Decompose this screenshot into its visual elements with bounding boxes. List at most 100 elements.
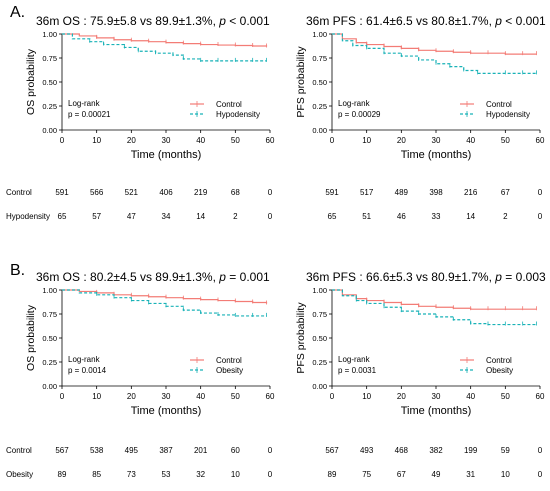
x-tick-label: 30 [162, 392, 171, 401]
y-tick-label: 0.50 [312, 78, 327, 87]
y-tick-label: 0.50 [42, 78, 57, 87]
x-tick-label: 30 [432, 136, 441, 145]
risk-cell: 398 [429, 188, 443, 197]
legend-label: Control [486, 100, 512, 109]
chart-title: 36m PFS : 61.4±6.5 vs 80.8±1.7%, p < 0.0… [306, 14, 546, 28]
x-tick-label: 40 [196, 392, 205, 401]
risk-cell: 89 [57, 470, 67, 479]
x-tick-label: 60 [266, 392, 275, 401]
risk-cell: 73 [126, 470, 136, 479]
x-tick-label: 50 [501, 392, 510, 401]
risk-table-b-pfs: 567 493 468 382 199 59 0 89 75 67 49 31 10 0 [290, 446, 550, 486]
risk-cell: 493 [359, 446, 374, 455]
y-tick-label: 0.00 [42, 126, 57, 135]
km-curve-control [332, 289, 537, 310]
risk-cell: 67 [396, 470, 406, 479]
risk-cell: 0 [537, 470, 543, 479]
y-tick-label: 0.00 [42, 382, 57, 391]
risk-cell: 67 [500, 188, 510, 197]
risk-cell: 382 [429, 446, 443, 455]
x-axis-label: Time (months) [401, 149, 472, 161]
legend-label: Hypodensity [216, 110, 260, 119]
risk-cell: 46 [396, 212, 406, 221]
y-tick-label: 1.00 [312, 30, 327, 39]
risk-cell: 567 [55, 446, 69, 455]
x-tick-label: 10 [92, 136, 101, 145]
x-tick-label: 20 [127, 136, 136, 145]
y-tick-label: 0.25 [42, 102, 57, 111]
y-tick-label: 1.00 [312, 286, 327, 295]
x-axis-label: Time (months) [131, 405, 202, 417]
x-tick-label: 60 [536, 136, 545, 145]
risk-cell: 49 [431, 470, 441, 479]
x-axis-label: Time (months) [401, 405, 472, 417]
risk-cell: 219 [193, 188, 208, 197]
risk-cell: 31 [466, 470, 476, 479]
log-rank-label: Log-rank [68, 99, 101, 108]
km-curve-group [62, 33, 267, 62]
risk-cell: 216 [463, 188, 478, 197]
risk-cell: 89 [327, 470, 337, 479]
y-tick-label: 0.00 [312, 126, 327, 135]
y-tick-label: 0.75 [312, 54, 327, 63]
p-value-label: p = 0.00029 [338, 110, 381, 119]
risk-cell: 2 [233, 212, 238, 221]
risk-cell: 0 [537, 212, 543, 221]
y-tick-label: 0.25 [312, 358, 327, 367]
risk-cell: 567 [325, 446, 339, 455]
risk-row-label: Control [6, 446, 32, 455]
x-tick-label: 10 [362, 392, 371, 401]
risk-cell: 68 [230, 188, 240, 197]
risk-table-a-pfs: 591 517 489 398 216 67 0 65 51 46 33 14 2 0 [290, 188, 550, 228]
x-tick-label: 0 [60, 136, 65, 145]
y-tick-label: 0.25 [312, 102, 327, 111]
risk-cell: 32 [196, 470, 206, 479]
risk-cell: 59 [500, 446, 510, 455]
x-tick-label: 40 [466, 392, 475, 401]
risk-cell: 566 [89, 188, 104, 197]
km-plot-b-pfs: 36m PFS : 66.6±5.3 vs 80.9±1.7%, p = 0.0… [290, 270, 550, 430]
legend-label: Control [216, 356, 242, 365]
risk-cell: 489 [394, 188, 408, 197]
y-axis-label: PFS probability [295, 302, 307, 374]
x-tick-label: 10 [362, 136, 371, 145]
km-plot-a-pfs: 36m PFS : 61.4±6.5 vs 80.8±1.7%, p < 0.0… [290, 14, 550, 174]
km-curve-control [62, 289, 268, 304]
risk-cell: 65 [327, 212, 337, 221]
risk-cell: 201 [193, 446, 208, 455]
x-tick-label: 20 [397, 392, 406, 401]
risk-cell: 65 [57, 212, 67, 221]
risk-cell: 468 [394, 446, 408, 455]
km-curve-control [332, 33, 537, 55]
legend-label: Control [216, 100, 242, 109]
x-tick-label: 50 [231, 136, 240, 145]
x-tick-label: 20 [127, 392, 136, 401]
risk-cell: 14 [196, 212, 206, 221]
risk-cell: 0 [267, 212, 273, 221]
y-axis-label: OS probability [25, 48, 37, 115]
x-tick-label: 40 [196, 136, 205, 145]
risk-cell: 60 [230, 446, 240, 455]
risk-table-a-os: Control 591 566 521 406 219 68 0 Hypodensity 65 57… [0, 188, 290, 228]
log-rank-label: Log-rank [338, 99, 371, 108]
risk-row-label: Obesity [6, 470, 34, 479]
p-value-label: p = 0.0014 [68, 366, 107, 375]
risk-cell: 75 [362, 470, 372, 479]
risk-cell: 0 [267, 188, 273, 197]
risk-cell: 517 [359, 188, 374, 197]
km-plot-svg: 0.00 0.25 0.50 0.75 1.00 0 10 20 30 40 50 60 Time (m… [25, 30, 275, 161]
risk-cell: 2 [503, 212, 508, 221]
risk-cell: 57 [92, 212, 102, 221]
km-plot-svg: 0.00 0.25 0.50 0.75 1.00 0 10 20 30 40 50 60 Time (m… [25, 286, 275, 417]
risk-cell: 85 [92, 470, 102, 479]
risk-cell: 521 [124, 188, 138, 197]
legend-label: Obesity [486, 366, 513, 375]
risk-cell: 495 [124, 446, 138, 455]
legend-label: Hypodensity [486, 110, 530, 119]
log-rank-label: Log-rank [68, 355, 101, 364]
x-tick-label: 50 [501, 136, 510, 145]
risk-cell: 51 [362, 212, 372, 221]
risk-table-b-os: Control 567 538 495 387 201 60 0 Obesity 89 85 73 53… [0, 446, 290, 486]
km-plot-svg: 0.00 0.25 0.50 0.75 1.00 0 10 20 30 40 50 60 Time (m… [295, 30, 545, 161]
y-tick-label: 1.00 [42, 286, 57, 295]
